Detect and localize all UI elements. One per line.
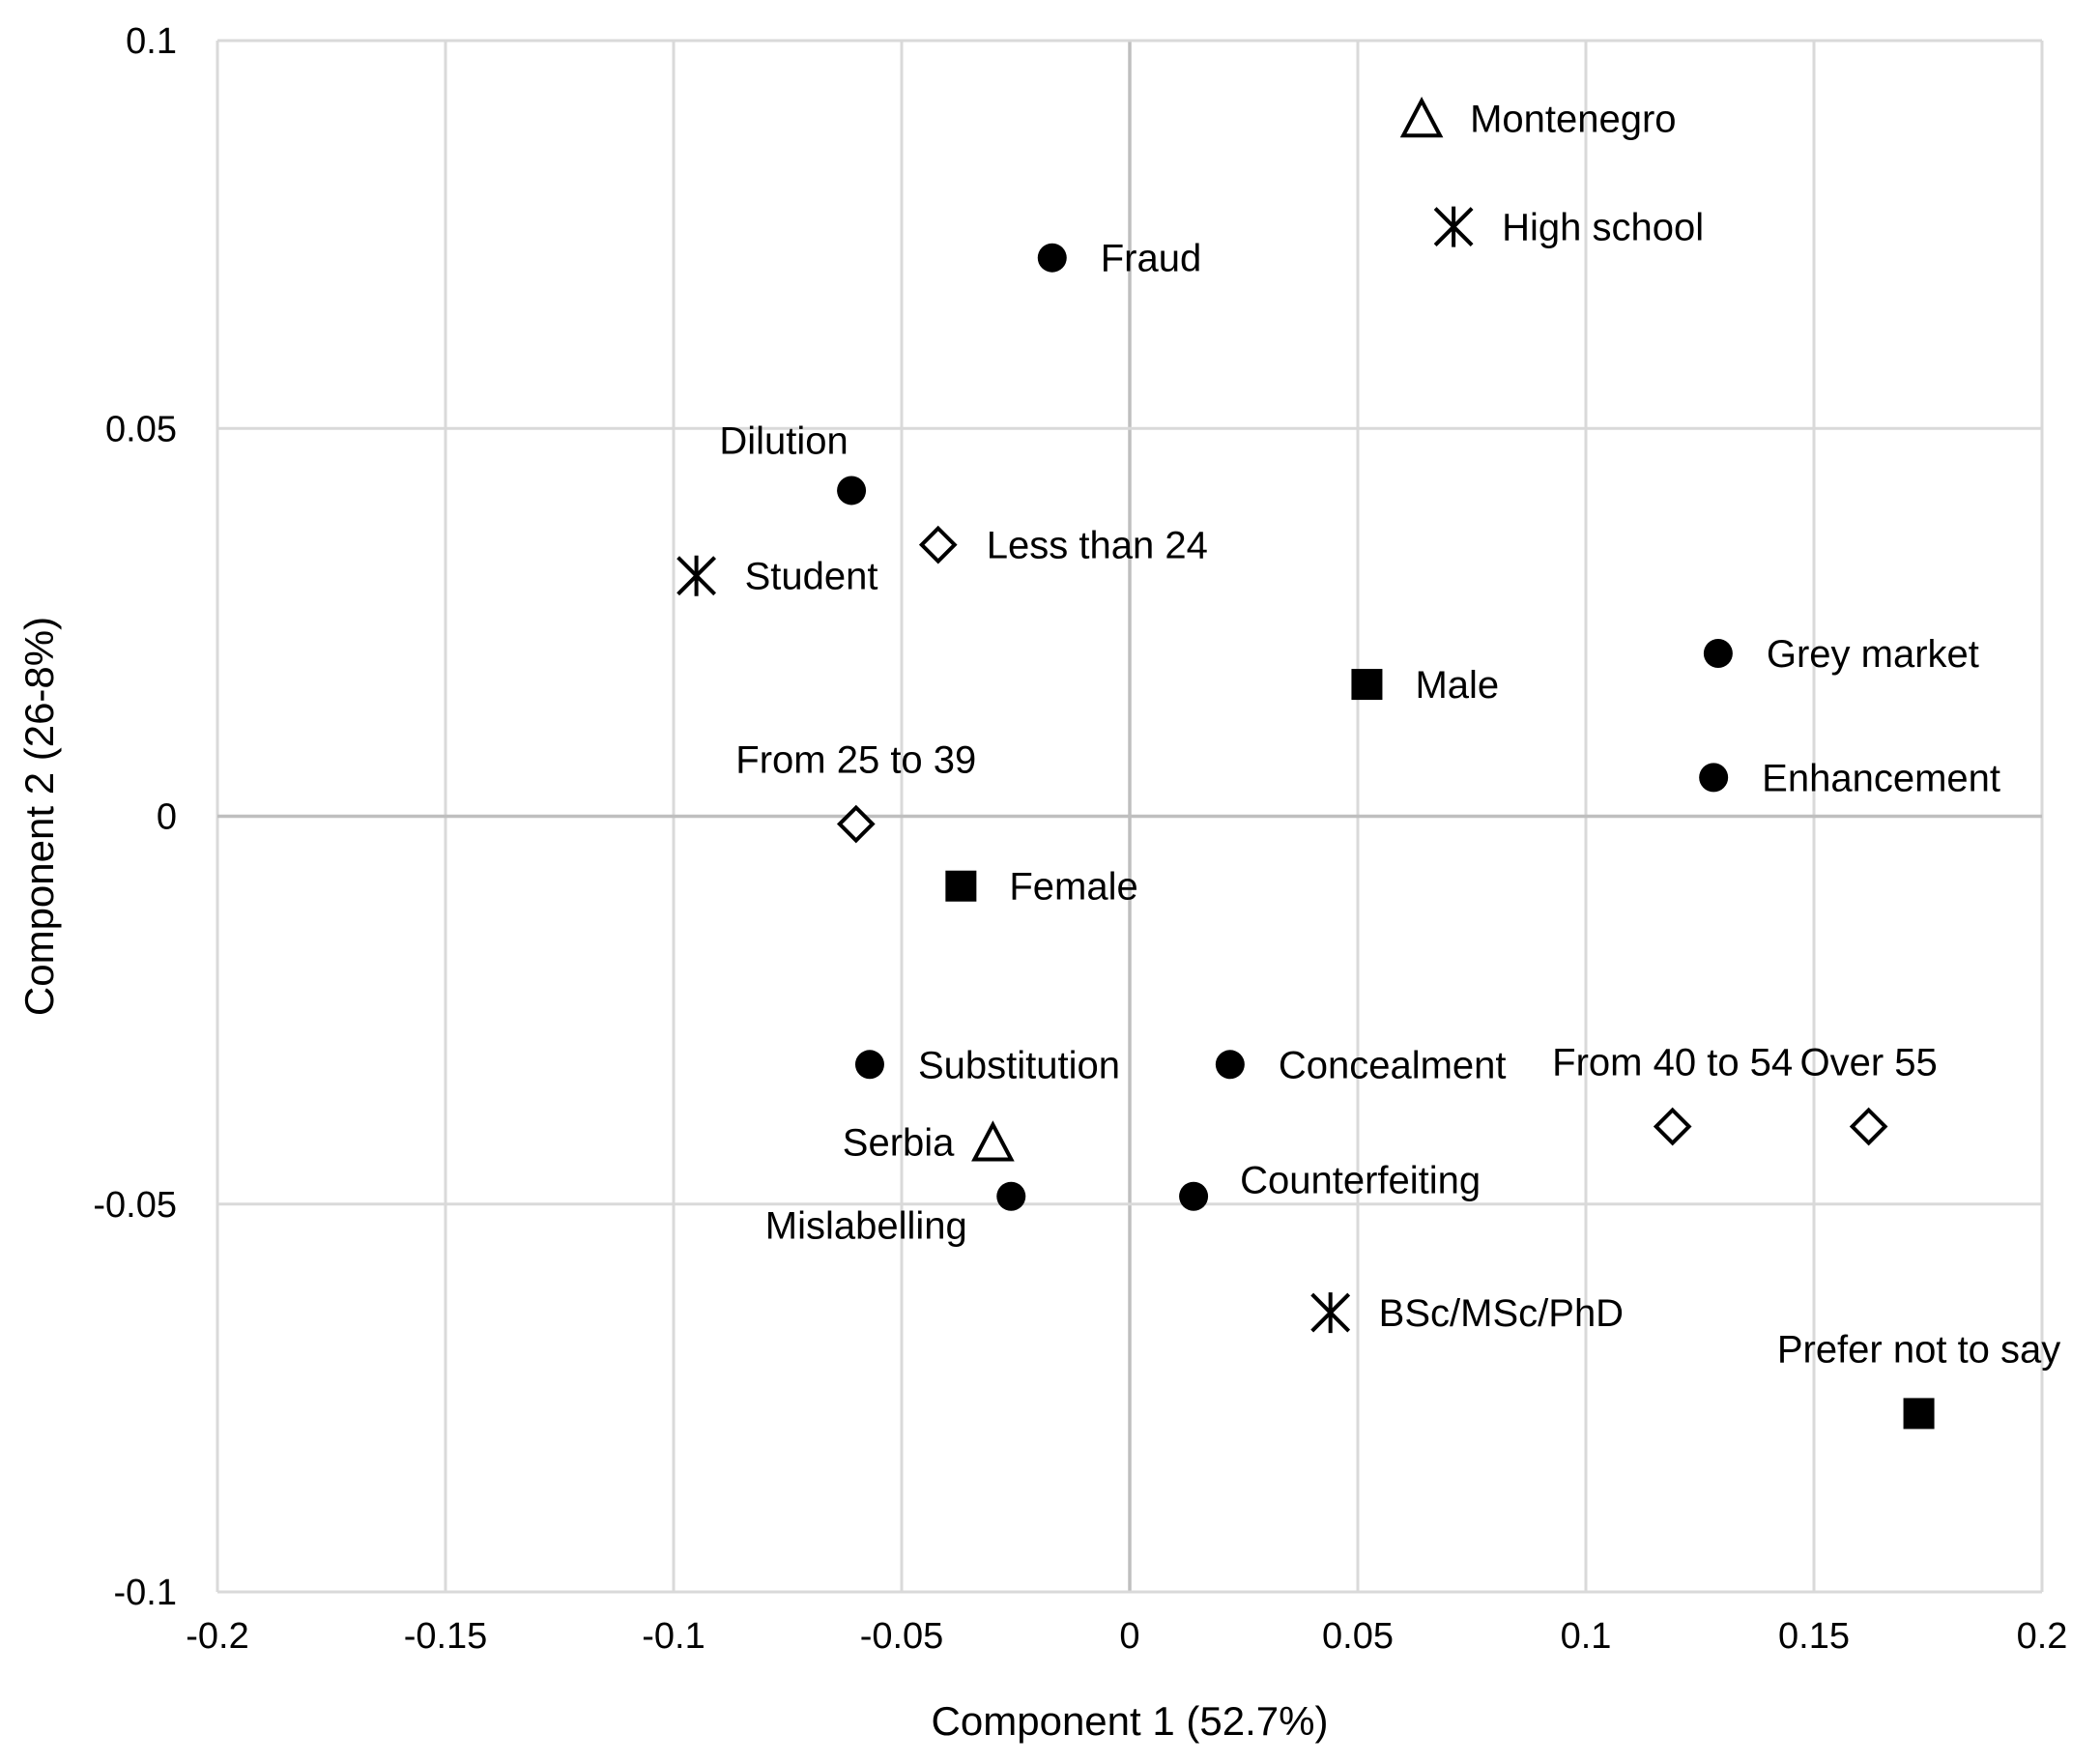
- asterisk-marker: [1310, 1292, 1351, 1334]
- y-axis-title: Component 2 (26-8%): [16, 617, 62, 1016]
- point-label: Grey market: [1767, 633, 1979, 676]
- x-tick-label: -0.2: [186, 1616, 248, 1657]
- point-label: Less than 24: [987, 525, 1208, 567]
- point-label: From 25 to 39: [735, 739, 976, 782]
- asterisk-marker: [676, 555, 717, 596]
- point-label: Serbia: [843, 1122, 955, 1165]
- point-label: Over 55: [1799, 1042, 1937, 1084]
- point-label: Prefer not to say: [1777, 1328, 2060, 1371]
- circle-marker: [837, 476, 867, 506]
- x-tick-label: -0.1: [642, 1616, 705, 1657]
- circle-marker: [1215, 1050, 1245, 1080]
- square-marker: [1903, 1398, 1935, 1430]
- y-tick-label: 0: [157, 797, 177, 838]
- y-tick-label: 0.1: [126, 21, 177, 62]
- point-label: Concealment: [1279, 1044, 1507, 1086]
- point-labels: Fraud Dilution Grey market Enhancement Subst…: [719, 98, 2060, 1371]
- point-label: Female: [1009, 866, 1137, 909]
- point-label: BSc/MSc/PhD: [1379, 1292, 1624, 1335]
- circle-marker: [1037, 243, 1067, 273]
- diamond-marker: [1653, 1107, 1692, 1146]
- grid: [216, 39, 2044, 1594]
- x-tick-label: 0.15: [1778, 1616, 1850, 1657]
- point-label: Substitution: [918, 1044, 1120, 1086]
- x-tick-label: 0.05: [1322, 1616, 1394, 1657]
- square-marker: [945, 870, 977, 902]
- point-label: Counterfeiting: [1240, 1160, 1481, 1202]
- triangle-marker: [971, 1120, 1015, 1162]
- point-label: Mislabelling: [765, 1205, 967, 1248]
- point-label: Enhancement: [1762, 757, 2000, 799]
- circle-marker: [996, 1181, 1026, 1211]
- point-label: Dilution: [719, 419, 848, 462]
- x-tick-label: 0: [1119, 1616, 1139, 1657]
- circle-marker: [1703, 638, 1733, 668]
- data-points: [676, 96, 1935, 1430]
- asterisk-marker: [1433, 206, 1474, 247]
- diamond-marker: [1849, 1107, 1888, 1146]
- x-tick-label: 0.1: [1561, 1616, 1612, 1657]
- x-axis-title: Component 1 (52.7%): [932, 1698, 1329, 1744]
- triangle-marker: [1399, 96, 1444, 138]
- x-tick-label: 0.2: [2017, 1616, 2068, 1657]
- point-label: High school: [1502, 207, 1704, 249]
- point-label: Male: [1415, 664, 1499, 707]
- point-label: From 40 to 54: [1552, 1042, 1793, 1084]
- circle-marker: [1699, 763, 1729, 793]
- x-tick-label: -0.05: [860, 1616, 944, 1657]
- diamond-marker: [918, 525, 958, 564]
- x-tick-label: -0.15: [404, 1616, 488, 1657]
- circle-marker: [1179, 1181, 1209, 1211]
- diamond-marker: [836, 804, 876, 844]
- y-tick-label: 0.05: [105, 409, 177, 449]
- y-tick-label: -0.05: [93, 1185, 177, 1226]
- point-label: Montenegro: [1470, 98, 1676, 140]
- y-tick-label: -0.1: [114, 1573, 177, 1613]
- tick-labels: -0.2 -0.15 -0.1 -0.05 0 0.05 0.1 0.15 0.2 -0.1 -0.…: [93, 21, 2067, 1657]
- point-label: Student: [745, 556, 878, 598]
- square-marker: [1351, 669, 1383, 701]
- point-label: Fraud: [1101, 238, 1202, 280]
- circle-marker: [854, 1050, 884, 1080]
